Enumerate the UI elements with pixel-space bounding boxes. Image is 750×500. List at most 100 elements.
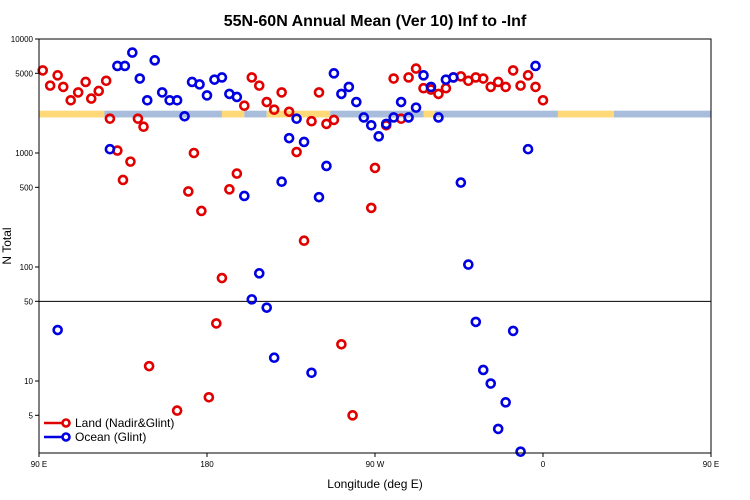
land-point [93,85,105,97]
land-point [246,72,258,83]
ocean-point [156,87,168,98]
series-ocean [52,47,541,457]
ocean-point [306,367,317,379]
ocean-point [336,88,347,100]
legend-label-land: Land (Nadir&Glint) [75,416,174,430]
ocean-point [216,72,228,83]
land-point [268,104,280,115]
ocean-point [425,81,437,93]
land-point [522,70,534,81]
ocean-point [119,60,131,72]
ocean-point [291,113,302,124]
land-point [365,202,377,214]
land-point [183,186,194,197]
ocean-point [246,294,258,305]
band-segment-land [557,110,614,118]
ocean-point [500,397,511,408]
ocean-point [507,325,519,337]
ocean-point [418,70,429,81]
land-point [477,73,489,84]
y-tick-label: 10 [24,377,33,386]
land-point [132,113,144,124]
land-point [143,360,155,372]
y-tick-label: 100 [20,263,34,272]
land-point [72,87,84,98]
ocean-point [52,324,63,336]
ocean-point [433,112,444,123]
land-point [211,318,222,329]
land-point [196,205,207,217]
x-tick-label: 90 E [703,460,719,469]
ocean-point [358,112,370,123]
ocean-point [194,79,205,90]
band-segment-ocean [330,110,424,118]
ocean-point [515,446,526,457]
ocean-point [395,96,407,108]
ocean-point [127,47,138,58]
ocean-point [149,55,161,66]
ocean-point [141,94,153,106]
ocean-point [261,302,273,313]
land-point [347,410,358,421]
x-axis-label: Longitude (deg E) [327,477,422,491]
ocean-point [463,259,474,270]
land-point [492,76,504,88]
land-point [433,88,444,100]
x-tick-label: 90 E [31,460,47,469]
land-point [410,63,422,74]
series-land [37,63,549,421]
ocean-point [477,364,489,376]
land-point [515,80,526,91]
land-point [125,156,136,167]
data-points [37,47,549,457]
ocean-point [179,110,190,122]
legend-label-ocean: Ocean (Glint) [75,430,146,444]
land-point [57,81,69,93]
land-point [485,81,497,93]
ocean-point [455,177,467,188]
ocean-point [283,132,295,144]
ocean-point [403,112,414,123]
land-point [261,96,273,108]
band-segment-ocean [244,110,267,118]
land-point [85,93,97,104]
land-point [100,75,112,87]
ocean-point [104,143,116,155]
land-point [306,115,317,127]
legend: Land (Nadir&Glint)Ocean (Glint) [44,416,174,444]
y-tick-label: 1000 [15,149,33,158]
y-tick-label: 5 [29,411,34,420]
axis-ticks: 90 E 180 90 W 0 90 E 5 10 50 100 500 1000 5000 10000 [11,35,719,469]
land-point [239,100,250,111]
land-point [328,114,340,126]
band-segment-ocean [434,110,558,118]
x-tick-label: 0 [541,460,546,469]
land-point [216,272,228,284]
y-tick-label: 500 [20,183,34,192]
ocean-point [201,90,213,101]
land-point [291,146,302,158]
ocean-point [313,191,325,203]
ocean-point [343,81,355,93]
land-point [530,81,541,93]
land-point [171,405,183,416]
land-point [117,174,129,186]
ocean-point [522,143,534,155]
land-point [313,87,325,98]
land-point [253,80,265,91]
ocean-point [410,102,422,113]
ocean-point [328,68,340,79]
band-segment-land [221,110,245,118]
ocean-point [388,112,399,123]
y-tick-label: 5000 [15,69,33,78]
land-point [203,391,215,403]
ocean-point [268,352,280,364]
land-point [276,87,287,98]
x-tick-label: 180 [200,460,214,469]
legend-marker-land [61,418,71,428]
land-point [298,235,310,247]
y-tick-label: 10000 [11,35,34,44]
ocean-point [298,136,310,148]
land-point [500,81,511,93]
land-point [507,65,519,76]
